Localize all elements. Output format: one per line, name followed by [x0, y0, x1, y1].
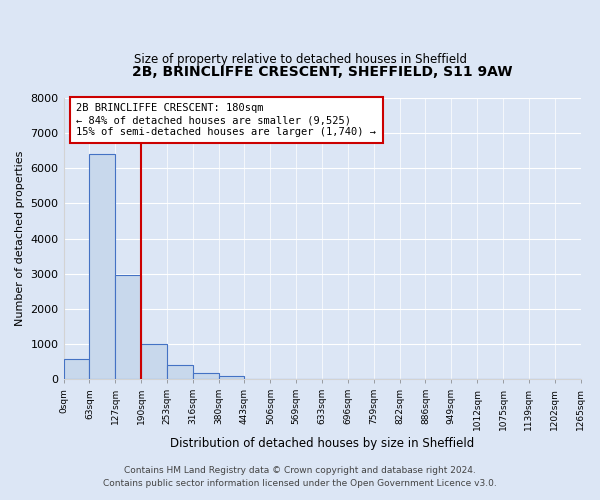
Y-axis label: Number of detached properties: Number of detached properties	[15, 151, 25, 326]
Bar	[167, 365, 193, 379]
Bar	[218, 376, 244, 379]
X-axis label: Distribution of detached houses by size in Sheffield: Distribution of detached houses by size …	[170, 437, 474, 450]
Bar	[141, 344, 167, 379]
Title: 2B, BRINCLIFFE CRESCENT, SHEFFIELD, S11 9AW: 2B, BRINCLIFFE CRESCENT, SHEFFIELD, S11 …	[132, 65, 512, 79]
Text: Size of property relative to detached houses in Sheffield: Size of property relative to detached ho…	[133, 52, 467, 66]
Text: 2B BRINCLIFFE CRESCENT: 180sqm
← 84% of detached houses are smaller (9,525)
15% : 2B BRINCLIFFE CRESCENT: 180sqm ← 84% of …	[76, 104, 376, 136]
Text: Contains HM Land Registry data © Crown copyright and database right 2024.
Contai: Contains HM Land Registry data © Crown c…	[103, 466, 497, 487]
Bar	[193, 373, 218, 379]
Bar	[115, 276, 141, 379]
Bar	[89, 154, 115, 379]
Bar	[64, 360, 89, 379]
